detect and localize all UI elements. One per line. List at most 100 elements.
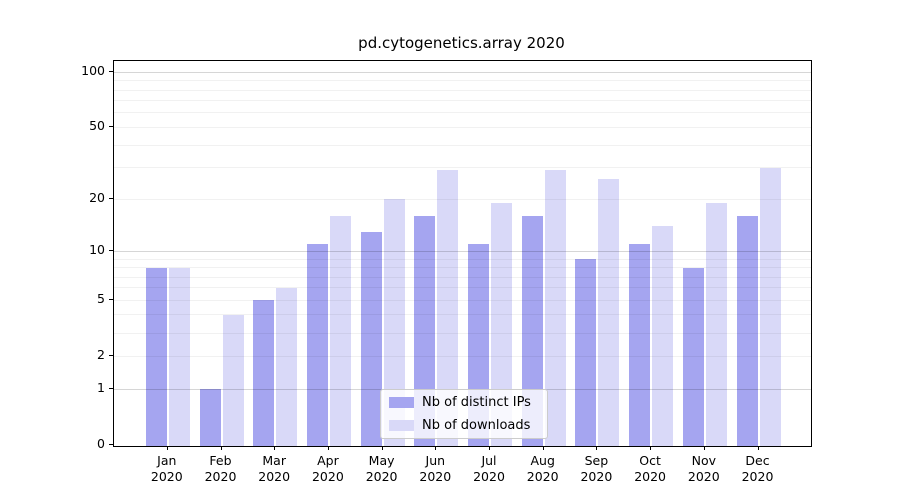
gridline-minor	[114, 258, 811, 260]
bars-layer	[114, 61, 811, 446]
x-tick-label: Mar 2020	[242, 453, 306, 485]
bar-distinct-ips	[306, 244, 328, 446]
bar-distinct-ips	[521, 216, 543, 446]
bar-distinct-ips	[253, 300, 275, 446]
x-tick-mark	[274, 446, 276, 450]
bar-downloads	[329, 216, 351, 446]
gridline-minor	[114, 89, 811, 91]
x-tick-year: 2020	[258, 469, 291, 484]
chart-title: pd.cytogenetics.array 2020	[358, 34, 565, 52]
x-tick-month: Oct	[639, 453, 661, 468]
bar-distinct-ips	[575, 259, 597, 446]
x-tick-year: 2020	[687, 469, 720, 484]
bar-downloads	[222, 315, 244, 446]
legend: Nb of distinct IPs Nb of downloads	[380, 389, 548, 439]
x-tick-mark	[220, 446, 222, 450]
y-tick-mark	[109, 355, 113, 357]
x-tick-label: Oct 2020	[618, 453, 682, 485]
gridline-major	[114, 250, 811, 252]
x-tick-month: Jan	[157, 453, 177, 468]
y-tick-mark	[109, 444, 113, 445]
x-tick-mark	[542, 446, 544, 450]
gridline-minor	[114, 144, 811, 146]
gridline-minor	[114, 198, 811, 200]
x-tick-label: Nov 2020	[672, 453, 736, 485]
y-tick-label: 2	[97, 347, 105, 363]
x-tick-label: Jul 2020	[457, 453, 521, 485]
gridline-minor	[114, 100, 811, 102]
gridline-minor	[114, 276, 811, 278]
bar-downloads	[383, 199, 405, 446]
x-tick-year: 2020	[634, 469, 666, 484]
x-tick-label: Jan 2020	[135, 453, 199, 485]
x-tick-month: Nov	[691, 453, 716, 468]
bar-downloads	[544, 170, 566, 446]
x-tick-mark	[489, 446, 490, 450]
y-tick-mark	[109, 126, 113, 128]
x-tick-year: 2020	[473, 469, 505, 484]
legend-swatch-downloads-icon	[389, 420, 414, 431]
gridline-minor	[114, 167, 811, 169]
x-tick-mark	[166, 446, 168, 450]
x-tick-month: Sep	[584, 453, 609, 468]
bar-downloads	[598, 178, 620, 446]
gridline-minor	[114, 314, 811, 316]
x-tick-month: Apr	[317, 453, 339, 468]
y-tick-label: 5	[97, 291, 105, 307]
gridline-minor	[114, 80, 811, 82]
y-tick-label: 100	[81, 63, 105, 79]
x-tick-year: 2020	[150, 469, 183, 484]
y-tick-mark	[109, 198, 113, 200]
gridline-minor	[114, 355, 811, 357]
legend-label-downloads: Nb of downloads	[422, 418, 531, 433]
x-tick-label: Feb 2020	[189, 453, 253, 485]
x-tick-label: Aug 2020	[511, 453, 575, 485]
bar-distinct-ips	[736, 216, 758, 446]
y-tick-label: 0	[97, 436, 105, 451]
x-tick-month: Aug	[530, 453, 555, 468]
y-tick-mark	[109, 250, 113, 252]
x-tick-year: 2020	[419, 469, 452, 484]
bar-downloads	[437, 170, 459, 446]
bar-distinct-ips	[360, 231, 382, 446]
x-tick-year: 2020	[365, 469, 398, 484]
bar-downloads	[705, 203, 727, 446]
x-tick-mark	[327, 446, 329, 450]
x-tick-month: Jun	[425, 453, 446, 468]
y-tick-label: 20	[89, 190, 105, 206]
x-tick-year: 2020	[204, 469, 237, 484]
bar-distinct-ips	[682, 267, 704, 446]
x-tick-year: 2020	[580, 469, 613, 484]
bar-downloads	[759, 167, 781, 446]
x-tick-label: May 2020	[350, 453, 414, 485]
x-tick-year: 2020	[526, 469, 559, 484]
bar-distinct-ips	[414, 216, 436, 446]
y-tick-mark	[109, 299, 113, 301]
x-tick-mark	[381, 446, 383, 450]
x-tick-mark	[703, 446, 705, 450]
gridline-minor	[114, 332, 811, 334]
bar-downloads	[276, 287, 298, 446]
x-tick-label: Sep 2020	[564, 453, 628, 485]
bar-distinct-ips	[629, 244, 651, 446]
bar-downloads	[168, 267, 190, 446]
legend-item-downloads: Nb of downloads	[389, 418, 539, 433]
x-tick-year: 2020	[741, 469, 774, 484]
legend-label-distinct-ips: Nb of distinct IPs	[422, 395, 531, 410]
gridline-minor	[114, 287, 811, 289]
x-tick-year: 2020	[311, 469, 344, 484]
x-tick-month: Feb	[209, 453, 232, 468]
legend-item-distinct-ips: Nb of distinct IPs	[389, 395, 539, 410]
y-tick-mark	[109, 71, 113, 73]
x-tick-mark	[650, 446, 652, 450]
y-tick-mark	[109, 388, 113, 389]
gridline-minor	[114, 299, 811, 301]
x-tick-label: Jun 2020	[403, 453, 467, 485]
legend-swatch-distinct-ips-icon	[389, 397, 414, 408]
gridline-minor	[114, 112, 811, 114]
plot-area: Nb of distinct IPs Nb of downloads	[113, 60, 812, 447]
x-tick-mark	[757, 446, 759, 450]
gridline-major	[114, 71, 811, 73]
bar-downloads	[652, 226, 674, 446]
